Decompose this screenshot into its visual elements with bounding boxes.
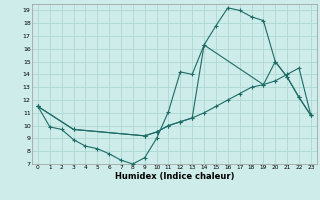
- X-axis label: Humidex (Indice chaleur): Humidex (Indice chaleur): [115, 172, 234, 181]
